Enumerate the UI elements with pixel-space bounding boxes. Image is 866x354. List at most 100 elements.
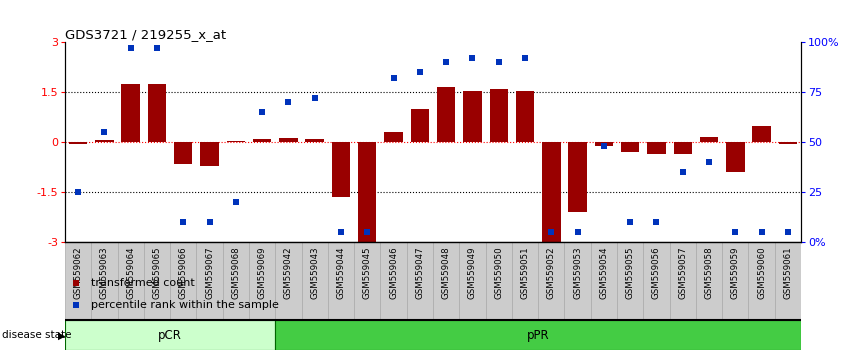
Bar (669, 242, 696, 320)
Point (439, 59, 453, 65)
Bar (621, 143, 639, 153)
Text: disease state: disease state (2, 330, 71, 341)
Text: GSM559049: GSM559049 (468, 246, 477, 299)
Text: pCR: pCR (158, 329, 182, 342)
Bar (306, 139, 324, 143)
Bar (748, 242, 775, 320)
Bar (170, 242, 197, 320)
Bar (775, 242, 801, 320)
Bar (197, 242, 223, 320)
Point (702, 160, 716, 165)
Text: GSM559042: GSM559042 (284, 246, 293, 299)
Point (360, 230, 374, 235)
Point (281, 100, 295, 105)
Text: GSM559051: GSM559051 (520, 246, 529, 299)
Point (150, 46, 164, 51)
Point (124, 46, 138, 51)
Bar (328, 242, 354, 320)
Bar (69, 143, 87, 144)
Bar (354, 242, 380, 320)
Point (728, 230, 742, 235)
Point (255, 110, 269, 115)
Bar (595, 143, 613, 146)
Bar (174, 143, 192, 164)
Bar (95, 140, 113, 143)
Text: GSM559058: GSM559058 (705, 246, 714, 299)
Bar (700, 137, 718, 143)
Bar (410, 109, 429, 143)
Bar (358, 143, 377, 242)
Point (675, 170, 689, 175)
Text: transformed count: transformed count (91, 278, 195, 288)
Bar (279, 138, 298, 143)
Bar (696, 242, 722, 320)
Bar (437, 87, 456, 143)
Bar (380, 242, 407, 320)
Point (69, 280, 83, 286)
Bar (385, 132, 403, 143)
Point (518, 56, 532, 61)
Text: GSM559059: GSM559059 (731, 246, 740, 299)
Point (307, 96, 321, 101)
Text: GSM559056: GSM559056 (652, 246, 661, 299)
Bar (486, 242, 512, 320)
Point (781, 230, 795, 235)
Bar (407, 242, 433, 320)
Text: GSM559045: GSM559045 (363, 246, 372, 299)
Bar (726, 143, 745, 172)
Text: GSM559064: GSM559064 (126, 246, 135, 299)
Point (754, 230, 768, 235)
Bar (565, 242, 591, 320)
Bar (275, 242, 301, 320)
Bar (227, 141, 245, 143)
Bar (332, 143, 350, 198)
Bar (144, 242, 170, 320)
Bar (753, 126, 771, 143)
Bar (643, 242, 669, 320)
Bar (459, 242, 486, 320)
Point (229, 200, 242, 205)
Text: GSM559046: GSM559046 (389, 246, 398, 299)
Bar (568, 143, 587, 212)
Bar (91, 242, 118, 320)
Text: GSM559050: GSM559050 (494, 246, 503, 299)
Point (386, 76, 400, 81)
Bar (674, 143, 692, 154)
Bar (223, 242, 249, 320)
Bar (65, 320, 275, 350)
Text: GSM559052: GSM559052 (546, 246, 556, 299)
Bar (722, 242, 748, 320)
Text: ▶: ▶ (58, 330, 66, 341)
Bar (253, 139, 271, 143)
Text: GSM559055: GSM559055 (625, 246, 635, 299)
Text: GSM559062: GSM559062 (74, 246, 82, 299)
Point (624, 219, 637, 225)
Text: GSM559061: GSM559061 (784, 246, 792, 299)
Bar (591, 242, 617, 320)
Bar (433, 242, 459, 320)
Text: GSM559060: GSM559060 (757, 246, 766, 299)
Text: GSM559069: GSM559069 (257, 246, 267, 299)
Bar (542, 143, 560, 242)
Bar (512, 242, 538, 320)
Text: GSM559068: GSM559068 (231, 246, 241, 299)
Point (413, 70, 427, 75)
Text: GSM559063: GSM559063 (100, 246, 109, 299)
Point (466, 56, 480, 61)
Bar (617, 242, 643, 320)
Text: GSM559065: GSM559065 (152, 246, 161, 299)
Text: GSM559048: GSM559048 (442, 246, 450, 299)
Text: percentile rank within the sample: percentile rank within the sample (91, 300, 279, 310)
Bar (65, 242, 91, 320)
Bar (647, 143, 666, 154)
Text: GSM559053: GSM559053 (573, 246, 582, 299)
Text: GDS3721 / 219255_x_at: GDS3721 / 219255_x_at (65, 28, 226, 41)
Point (545, 230, 559, 235)
Text: GSM559057: GSM559057 (678, 246, 688, 299)
Point (69, 302, 83, 308)
Point (71, 190, 85, 195)
Bar (463, 91, 481, 143)
Text: GSM559054: GSM559054 (599, 246, 609, 299)
Point (203, 219, 216, 225)
Point (98, 130, 112, 135)
